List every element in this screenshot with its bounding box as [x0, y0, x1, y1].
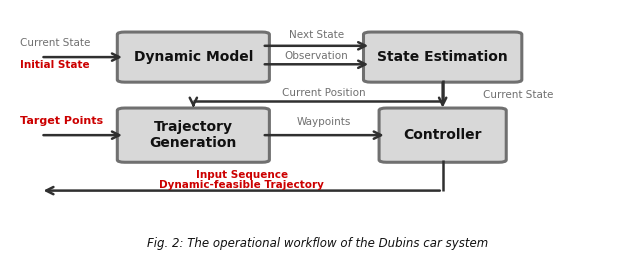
- Text: Current State: Current State: [20, 38, 90, 48]
- Text: Current State: Current State: [483, 90, 553, 100]
- Text: Dynamic-feasible Trajectory: Dynamic-feasible Trajectory: [159, 180, 324, 191]
- FancyBboxPatch shape: [379, 108, 506, 162]
- Text: Initial State: Initial State: [20, 60, 90, 70]
- Text: Observation: Observation: [284, 51, 349, 61]
- Text: Trajectory
Generation: Trajectory Generation: [149, 120, 237, 150]
- FancyBboxPatch shape: [364, 32, 522, 82]
- Text: Fig. 2: The operational workflow of the Dubins car system: Fig. 2: The operational workflow of the …: [148, 237, 488, 250]
- Text: Input Sequence: Input Sequence: [196, 170, 287, 180]
- Text: State Estimation: State Estimation: [377, 50, 508, 64]
- FancyBboxPatch shape: [117, 32, 270, 82]
- Text: Waypoints: Waypoints: [297, 117, 352, 127]
- FancyBboxPatch shape: [117, 108, 270, 162]
- Text: Target Points: Target Points: [20, 116, 103, 126]
- Text: Next State: Next State: [289, 29, 344, 40]
- Text: Dynamic Model: Dynamic Model: [134, 50, 253, 64]
- Text: Current Position: Current Position: [282, 88, 366, 99]
- Text: Controller: Controller: [403, 128, 482, 142]
